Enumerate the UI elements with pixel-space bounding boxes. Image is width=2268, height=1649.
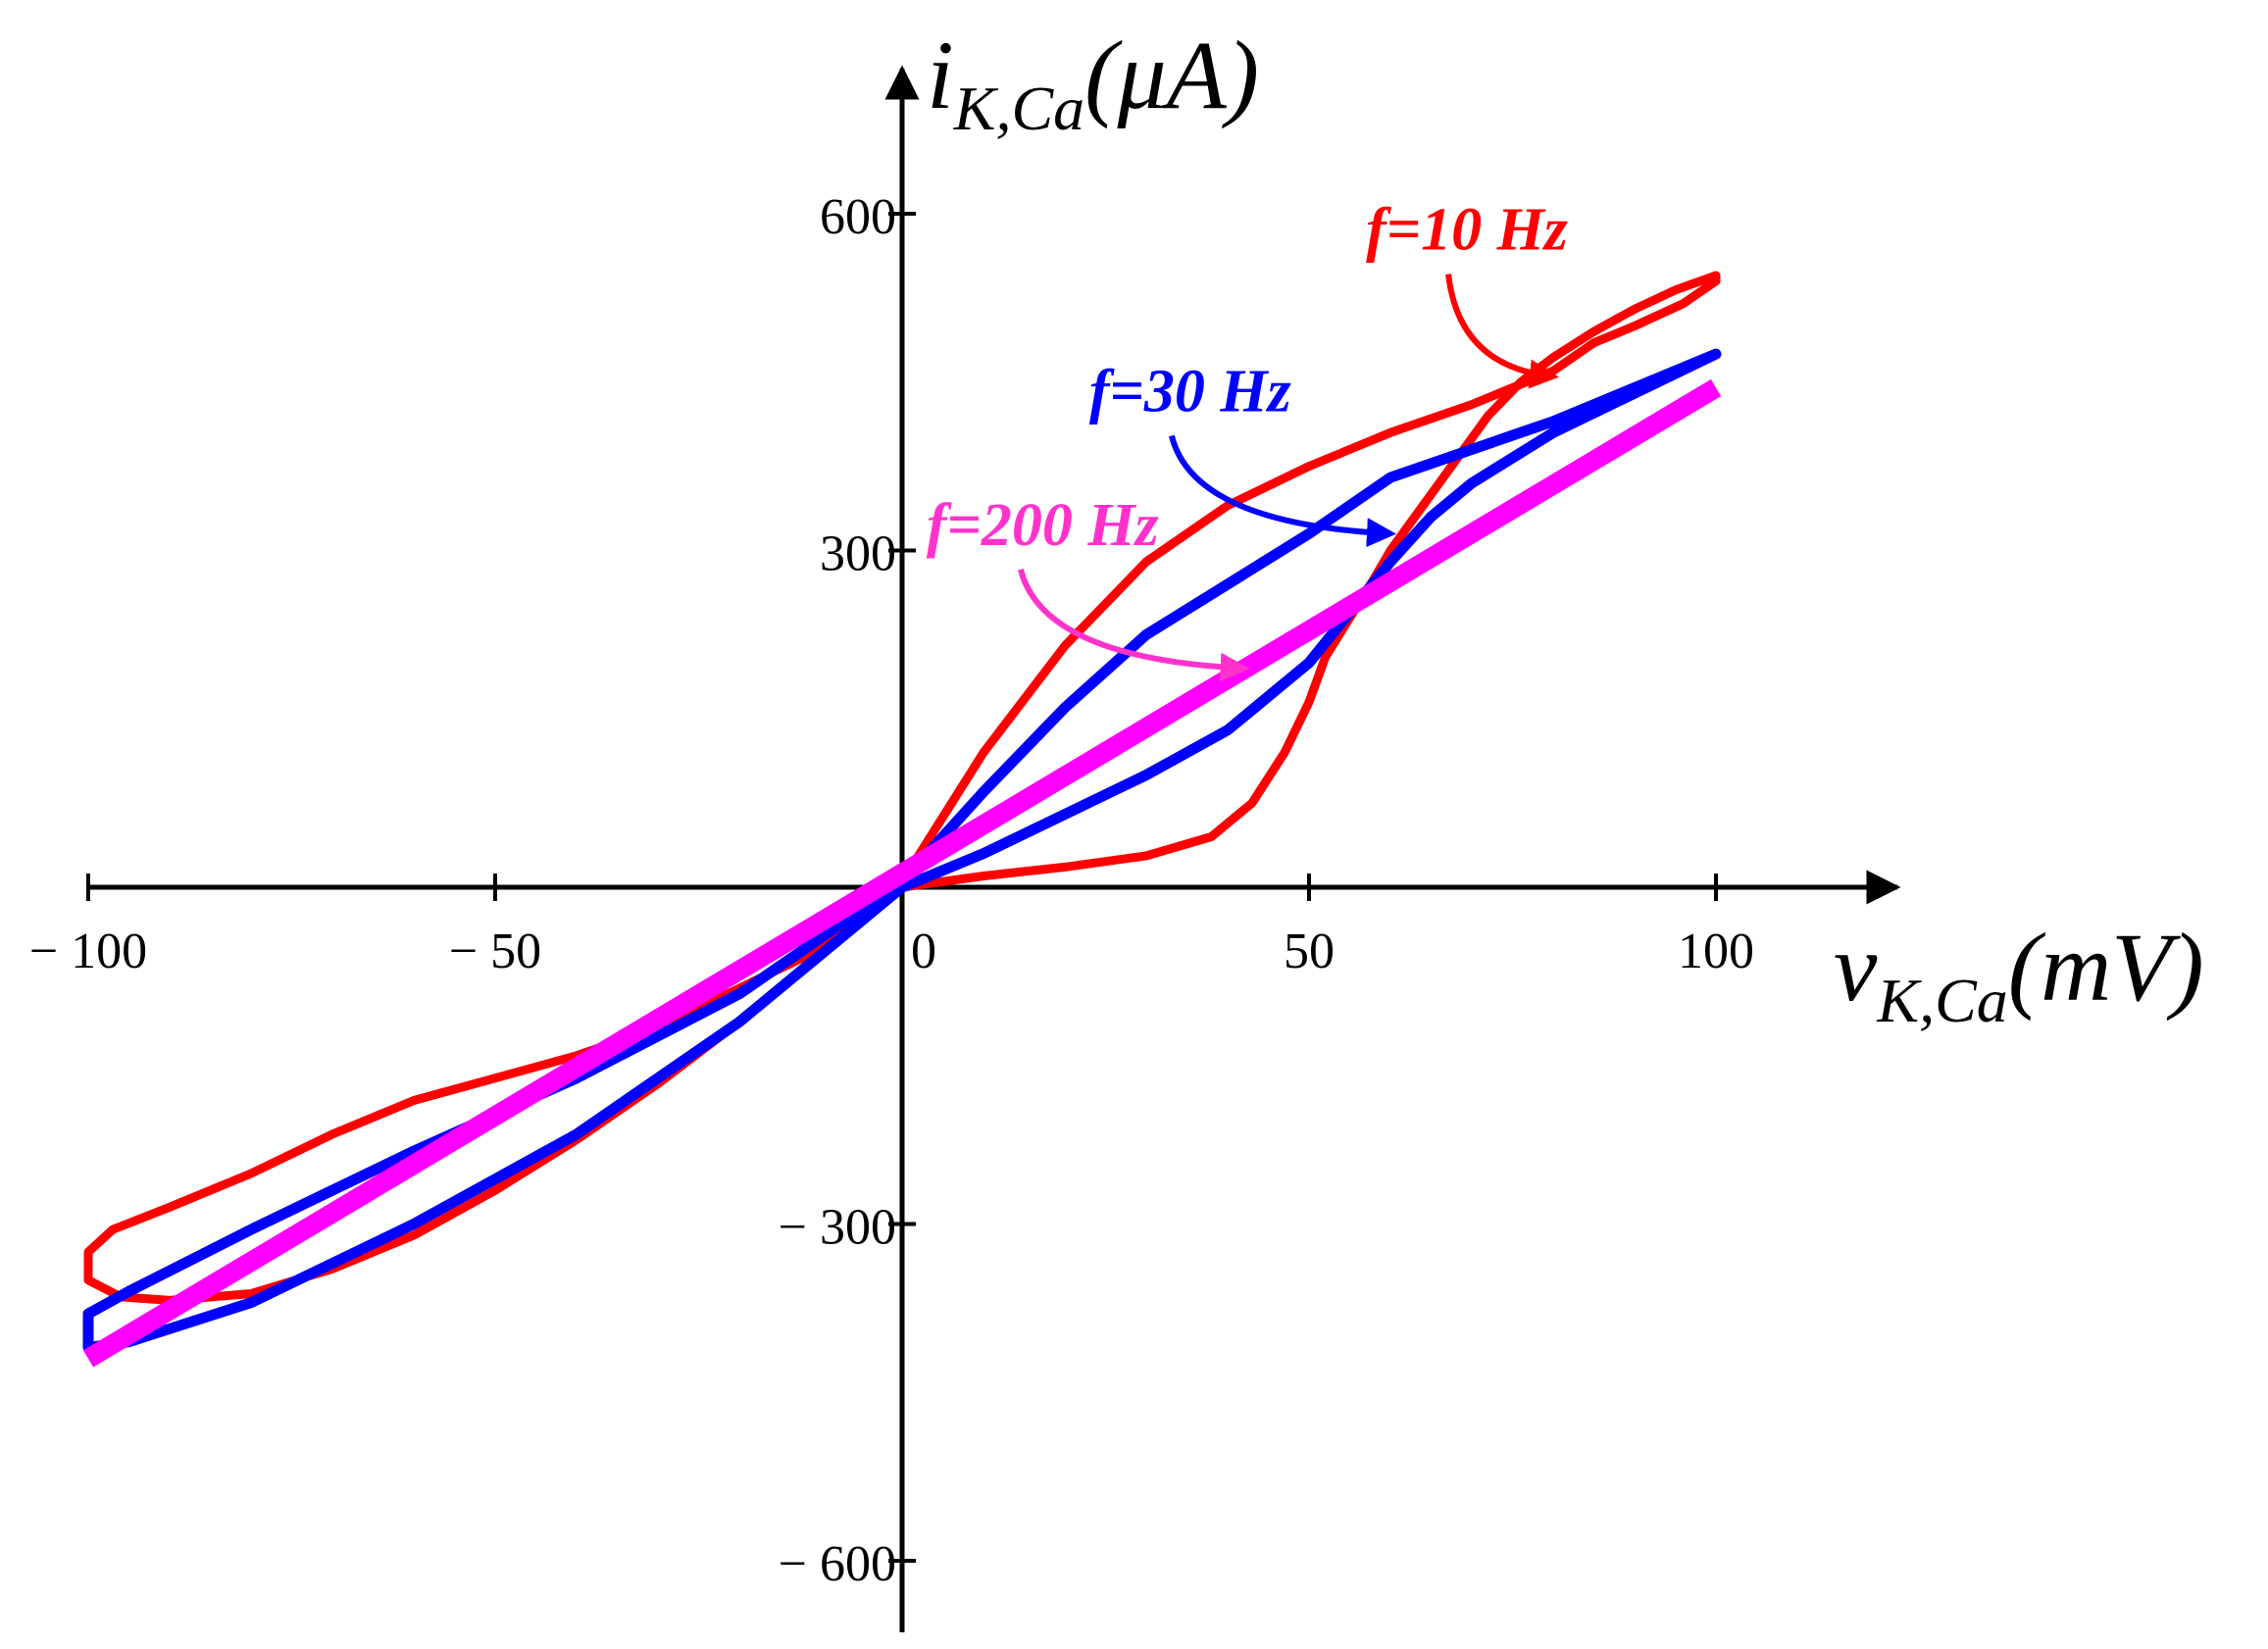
y-axis-title-unit: (μA) xyxy=(1084,21,1259,129)
y-tick-label: 300 xyxy=(820,526,896,582)
x-axis-title-unit: (mV) xyxy=(2008,913,2204,1022)
y-tick-label: 600 xyxy=(820,189,896,245)
y-tick-label: − 300 xyxy=(779,1200,896,1256)
y-axis-title: iK,Ca(μA) xyxy=(927,21,1259,143)
annotation-label: f=200 Hz xyxy=(927,492,1159,559)
annotations: f=10 Hz f=30 Hz f=200 Hz xyxy=(927,197,1568,682)
x-tick-label: 50 xyxy=(1284,924,1335,979)
x-tick-label: 100 xyxy=(1678,924,1754,979)
series-group xyxy=(82,271,1722,1368)
annotation-label: f=10 Hz xyxy=(1366,197,1568,264)
x-axis-title: vK,Ca(mV) xyxy=(1834,913,2204,1035)
annotation-arrow xyxy=(1168,434,1396,548)
annotation-arrow xyxy=(1445,274,1559,389)
y-axis-ticks: − 600 − 300 300 600 xyxy=(779,189,916,1592)
axes xyxy=(86,65,1901,1632)
series-line-f-200-hz xyxy=(82,378,1722,1368)
x-tick-label: − 50 xyxy=(449,924,541,979)
x-tick-label: 0 xyxy=(911,924,936,979)
y-tick-label: − 600 xyxy=(779,1536,896,1592)
y-axis-title-main: i xyxy=(927,21,954,129)
annotation-arrow xyxy=(1017,569,1250,682)
x-axis-title-main: v xyxy=(1834,913,1878,1022)
annotation-label: f=30 Hz xyxy=(1089,359,1291,425)
x-axis-title-sub: K,Ca xyxy=(1876,966,2007,1035)
x-axis-ticks: − 100 − 50 0 50 100 xyxy=(29,874,1754,979)
y-axis-title-sub: K,Ca xyxy=(953,74,1084,143)
x-tick-label: − 100 xyxy=(29,924,147,979)
